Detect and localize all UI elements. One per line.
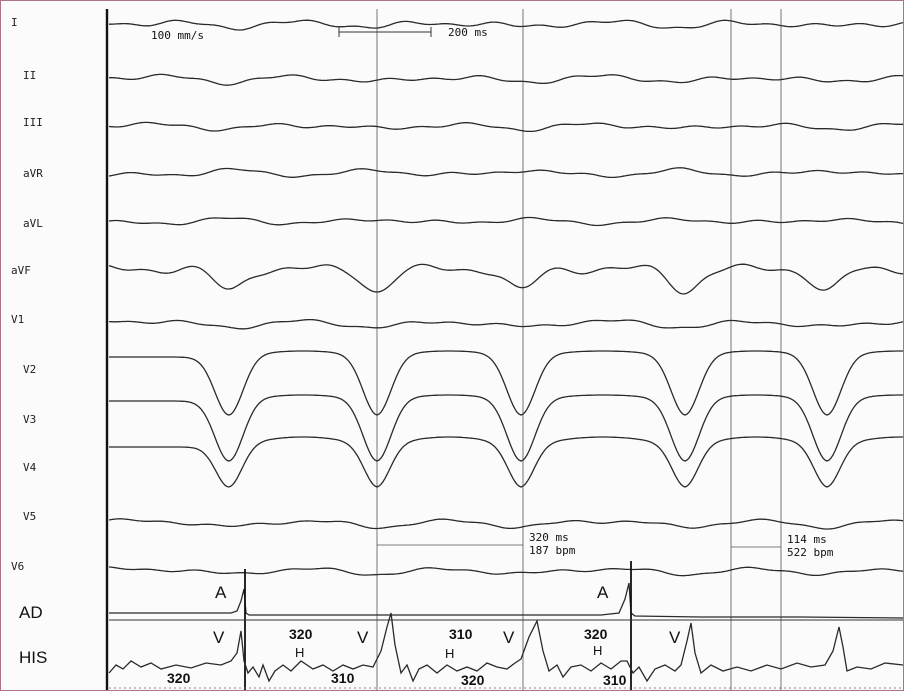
his-interval-upper-1: 320 xyxy=(289,626,313,642)
lead-label-I: I xyxy=(11,16,18,29)
ecg-trace-aVR xyxy=(108,167,903,179)
lead-label-aVR: aVR xyxy=(23,167,43,180)
ecg-trace-I xyxy=(109,19,903,31)
lead-label-V6: V6 xyxy=(11,560,24,573)
ecg-trace-V1 xyxy=(108,318,903,330)
channel-label-AD: AD xyxy=(19,603,43,622)
ecg-trace-V6 xyxy=(108,566,903,577)
his-interval-upper-2: 310 xyxy=(449,626,473,642)
ecg-trace-V3 xyxy=(109,394,903,462)
ecg-trace-aVL xyxy=(108,216,903,227)
lead-label-aVF: aVF xyxy=(11,264,31,277)
atrial-mark-1: A xyxy=(215,583,227,602)
paper-speed-label: 100 mm/s xyxy=(151,29,204,42)
lead-label-aVL: aVL xyxy=(23,217,43,230)
his-interval-lower-4: 310 xyxy=(603,672,627,688)
lead-label-V3: V3 xyxy=(23,413,36,426)
lead-label-III: III xyxy=(23,116,43,129)
caliper-1-interval: 320 ms xyxy=(529,531,569,544)
lead-label-V2: V2 xyxy=(23,363,36,376)
ecg-trace-III xyxy=(108,121,903,133)
lead-label-V1: V1 xyxy=(11,313,24,326)
ecg-trace-V4 xyxy=(109,436,903,488)
ventricular-mark-2: V xyxy=(357,628,369,647)
ventricular-mark-4: V xyxy=(669,628,681,647)
his-interval-lower-1: 320 xyxy=(167,670,191,686)
lead-labels: I II III aVR aVL aVF V1 V2 V3 V4 V5 V6 xyxy=(11,16,43,573)
channel-label-HIS: HIS xyxy=(19,648,47,667)
his-mark-1: H xyxy=(295,645,304,660)
his-interval-lower-2: 310 xyxy=(331,670,355,686)
lead-label-II: II xyxy=(23,69,36,82)
ad-trace xyxy=(109,582,903,619)
his-mark-2: H xyxy=(445,646,454,661)
scale-bar-label: 200 ms xyxy=(448,26,488,39)
caliper-horizontal xyxy=(377,544,781,548)
caliper-2-interval: 114 ms xyxy=(787,533,827,546)
his-interval-upper-3: 320 xyxy=(584,626,608,642)
ecg-trace-II xyxy=(109,73,903,86)
his-trace xyxy=(108,612,903,683)
ecg-trace-V5 xyxy=(108,518,903,530)
his-interval-lower-3: 320 xyxy=(461,672,485,688)
ventricular-mark-1: V xyxy=(213,628,225,647)
caliper-2-rate: 522 bpm xyxy=(787,546,834,559)
caliper-lines xyxy=(376,9,782,690)
lead-label-V5: V5 xyxy=(23,510,36,523)
his-mark-3: H xyxy=(593,643,602,658)
lead-label-V4: V4 xyxy=(23,461,37,474)
ventricular-mark-3: V xyxy=(503,628,515,647)
surface-ecg-traces xyxy=(108,19,903,577)
time-scale-bar xyxy=(338,27,432,37)
ecg-trace-aVF xyxy=(108,263,903,295)
atrial-mark-2: A xyxy=(597,583,609,602)
caliper-1-rate: 187 bpm xyxy=(529,544,576,557)
ecg-trace-V2 xyxy=(109,350,903,416)
